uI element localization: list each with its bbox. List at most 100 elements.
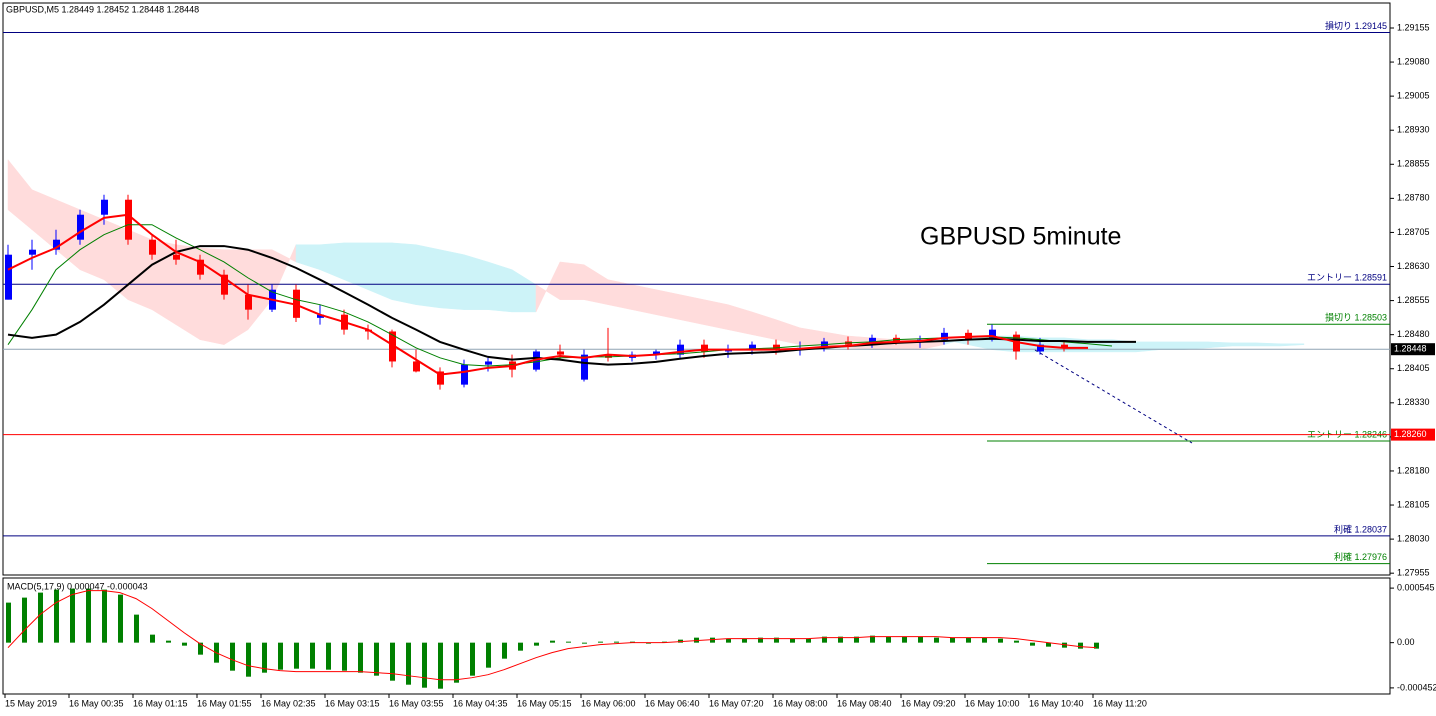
cloud-segment	[439, 249, 465, 310]
cloud-segment	[487, 261, 513, 313]
macd-bar	[438, 642, 443, 689]
macd-bar	[758, 637, 763, 643]
macd-panel	[2, 577, 1391, 695]
macd-bar	[486, 642, 491, 668]
macd-bar	[742, 638, 747, 643]
macd-bar	[1014, 640, 1019, 643]
price-line-box	[1391, 428, 1435, 441]
macd-bar	[726, 638, 731, 643]
macd-bar	[182, 642, 187, 646]
cloud-segment	[631, 284, 657, 315]
macd-bar	[422, 642, 427, 688]
cloud-segment	[1159, 341, 1185, 350]
y-tick-label: 1.28855	[1397, 159, 1430, 169]
macd-bar	[294, 642, 299, 669]
macd-bar	[598, 641, 603, 643]
macd-bar	[230, 642, 235, 671]
cloud-segment	[1231, 342, 1257, 347]
macd-bar	[614, 641, 619, 643]
cloud-segment	[367, 242, 393, 301]
macd-bar	[566, 641, 571, 643]
candle-body	[869, 337, 876, 345]
candle-body	[701, 344, 708, 352]
macd-bar	[918, 636, 923, 643]
y-tick-label: 1.28780	[1397, 193, 1430, 203]
candle-body	[1013, 334, 1020, 352]
candle-body	[749, 344, 756, 350]
macd-bar	[134, 614, 139, 643]
cloud-segment	[415, 244, 441, 309]
macd-bar	[822, 636, 827, 643]
candle-body	[1061, 344, 1068, 348]
cloud-segment	[559, 261, 585, 300]
macd-bar	[550, 640, 555, 643]
ma-line	[7, 245, 1136, 366]
macd-bar	[646, 642, 651, 644]
macd-bar	[790, 638, 795, 643]
x-tick-label: 16 May 02:35	[261, 698, 316, 708]
x-tick-label: 15 May 2019	[5, 698, 57, 708]
ma-line	[7, 213, 1088, 376]
macd-bar	[150, 634, 155, 643]
macd-bar	[310, 642, 315, 669]
macd-bar	[1094, 642, 1099, 649]
macd-bar	[246, 642, 251, 677]
x-tick-label: 16 May 01:55	[197, 698, 252, 708]
y-tick-label: -0.000452	[1397, 682, 1436, 692]
macd-bar	[70, 588, 75, 643]
ma-line	[7, 224, 1113, 367]
macd-bar	[982, 637, 987, 643]
macd-bar	[518, 642, 523, 651]
y-tick-label: 1.27955	[1397, 568, 1430, 578]
macd-bar	[102, 589, 107, 643]
y-tick-label: 0.00	[1397, 637, 1415, 647]
macd-bar	[54, 589, 59, 643]
x-tick-label: 16 May 06:00	[581, 698, 636, 708]
candle-body	[29, 249, 36, 255]
x-tick-label: 16 May 08:00	[773, 698, 828, 708]
macd-bar	[1078, 642, 1083, 649]
candle-body	[605, 354, 612, 358]
x-tick-label: 16 May 00:35	[69, 698, 124, 708]
macd-bar	[854, 636, 859, 643]
candle-body	[485, 361, 492, 365]
x-tick-label: 16 May 07:20	[709, 698, 764, 708]
y-tick-label: 1.28030	[1397, 533, 1430, 543]
signal-line	[7, 590, 1097, 681]
cloud-segment	[703, 299, 729, 330]
candle-body	[77, 214, 84, 240]
annotation: GBPUSD 5minute	[920, 223, 1121, 251]
candle-body	[989, 329, 996, 340]
macd-bar	[262, 642, 267, 673]
macd-bar	[278, 642, 283, 670]
current-price-label: 1.28448	[1394, 344, 1427, 354]
candle-body	[221, 274, 228, 295]
x-tick-label: 16 May 03:55	[389, 698, 444, 708]
macd-bar	[934, 637, 939, 643]
cloud-segment	[391, 242, 417, 305]
macd-bar	[374, 642, 379, 676]
candle-body	[125, 199, 132, 240]
y-tick-label: 1.28180	[1397, 465, 1430, 475]
macd-bar	[774, 637, 779, 643]
candle-body	[317, 314, 324, 318]
candle-body	[557, 351, 564, 355]
y-tick-label: 1.29005	[1397, 91, 1430, 101]
x-tick-label: 16 May 06:40	[645, 698, 700, 708]
candle-body	[437, 371, 444, 385]
macd-bar	[950, 637, 955, 643]
macd-bar	[6, 602, 11, 643]
y-tick-label: 1.28930	[1397, 125, 1430, 135]
macd-bar	[710, 637, 715, 643]
y-tick-label: 1.28330	[1397, 397, 1430, 407]
candle-body	[149, 239, 156, 255]
macd-bar	[534, 642, 539, 646]
y-tick-label: 1.29080	[1397, 56, 1430, 66]
y-tick-label: 1.28405	[1397, 363, 1430, 373]
candle-body	[677, 344, 684, 355]
macd-bar	[390, 642, 395, 681]
macd-bar	[86, 588, 91, 643]
macd-bar	[630, 641, 635, 643]
y-tick-label: 1.28105	[1397, 499, 1430, 509]
